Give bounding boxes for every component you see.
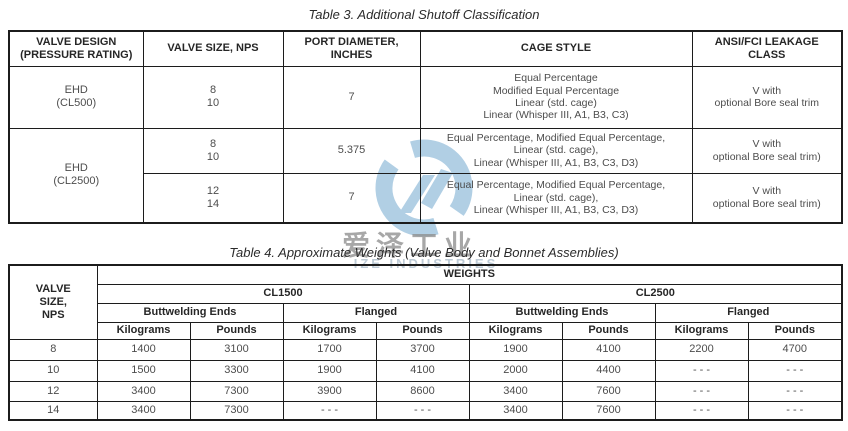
cell-weight: - - -: [375, 400, 470, 421]
cell-valve-design: EHD (CL2500): [8, 127, 144, 224]
cell-size: 10: [8, 359, 98, 382]
cell-weight: 4400: [561, 359, 656, 382]
table-row: 10 1500 3300 1900 4100 2000 4400 - - - -…: [8, 359, 843, 382]
cell-weight: 3900: [282, 380, 377, 402]
cell-leakage-class: V with optional Bore seal trim): [691, 127, 843, 174]
column-header-pounds: Pounds: [561, 321, 656, 340]
cell-weight: - - -: [747, 359, 843, 382]
table3-title: Table 3. Additional Shutoff Classificati…: [308, 7, 540, 22]
cell-weight: - - -: [654, 400, 749, 421]
cell-weight: 8600: [375, 380, 470, 402]
cell-weight: 3100: [189, 338, 284, 361]
cell-cage-style: Equal Percentage, Modified Equal Percent…: [419, 127, 693, 174]
cell-leakage-class: V with optional Bore seal trim): [691, 172, 843, 224]
column-header-kilograms: Kilograms: [96, 321, 191, 340]
cell-size: 12: [8, 380, 98, 402]
cell-port-diameter: 7: [282, 172, 421, 224]
cell-weight: 7300: [189, 380, 284, 402]
cell-weight: 1500: [96, 359, 191, 382]
column-header-pounds: Pounds: [375, 321, 470, 340]
cell-weight: 3300: [189, 359, 284, 382]
cell-weight: 7300: [189, 400, 284, 421]
cell-weight: - - -: [654, 359, 749, 382]
column-header-weights: WEIGHTS: [96, 264, 843, 285]
table3-shutoff-classification: VALVE DESIGN (PRESSURE RATING) VALVE SIZ…: [8, 30, 843, 224]
column-header-pounds: Pounds: [189, 321, 284, 340]
column-header-cl2500: CL2500: [468, 283, 843, 304]
cell-weight: 4700: [747, 338, 843, 361]
cell-weight: 1400: [96, 338, 191, 361]
cell-leakage-class: V with optional Bore seal trim: [691, 65, 843, 129]
cell-weight: - - -: [747, 400, 843, 421]
cell-size: 14: [8, 400, 98, 421]
column-header-buttwelding: Buttwelding Ends: [468, 302, 656, 323]
cell-weight: 3400: [96, 400, 191, 421]
table-row: 12 3400 7300 3900 8600 3400 7600 - - - -…: [8, 380, 843, 402]
cell-weight: 1700: [282, 338, 377, 361]
column-header-cage-style: CAGE STYLE: [419, 30, 693, 67]
column-header-flanged: Flanged: [654, 302, 843, 323]
table4-approximate-weights: VALVE SIZE, NPS WEIGHTS CL1500 CL2500 Bu…: [8, 264, 844, 421]
column-header-kilograms: Kilograms: [282, 321, 377, 340]
column-header-leakage-class: ANSI/FCI LEAKAGE CLASS: [691, 30, 843, 67]
cell-size: 8: [8, 338, 98, 361]
cell-valve-size: 12 14: [142, 172, 284, 224]
column-header-flanged: Flanged: [282, 302, 470, 323]
column-header-kilograms: Kilograms: [468, 321, 563, 340]
cell-weight: 7600: [561, 400, 656, 421]
cell-valve-size: 8 10: [142, 127, 284, 174]
cell-weight: 4100: [561, 338, 656, 361]
cell-weight: 3400: [468, 380, 563, 402]
cell-cage-style: Equal Percentage Modified Equal Percenta…: [419, 65, 693, 129]
table-row: EHD (CL2500) 8 10 5.375 Equal Percentage…: [8, 127, 843, 224]
cell-weight: 3400: [468, 400, 563, 421]
cell-weight: 3700: [375, 338, 470, 361]
column-header-kilograms: Kilograms: [654, 321, 749, 340]
cell-valve-size: 8 10: [142, 65, 284, 129]
cell-weight: 1900: [282, 359, 377, 382]
column-header-valve-design: VALVE DESIGN (PRESSURE RATING): [8, 30, 144, 67]
column-header-valve-size: VALVE SIZE, NPS: [142, 30, 284, 67]
cell-weight: 3400: [96, 380, 191, 402]
cell-weight: 4100: [375, 359, 470, 382]
cell-weight: 2200: [654, 338, 749, 361]
column-header-port-diameter: PORT DIAMETER, INCHES: [282, 30, 421, 67]
column-header-valve-size: VALVE SIZE, NPS: [8, 264, 98, 340]
table4-title: Table 4. Approximate Weights (Valve Body…: [229, 245, 619, 260]
column-header-pounds: Pounds: [747, 321, 843, 340]
cell-port-diameter: 5.375: [282, 127, 421, 174]
column-header-cl1500: CL1500: [96, 283, 470, 304]
cell-weight: 1900: [468, 338, 563, 361]
table-row: EHD (CL500) 8 10 7 Equal Percentage Modi…: [8, 65, 843, 129]
cell-valve-design: EHD (CL500): [8, 65, 144, 129]
column-header-buttwelding: Buttwelding Ends: [96, 302, 284, 323]
table-row: 8 1400 3100 1700 3700 1900 4100 2200 470…: [8, 338, 843, 361]
watermark-chinese-text: 爱泽工业: [341, 229, 478, 262]
cell-cage-style: Equal Percentage, Modified Equal Percent…: [419, 172, 693, 224]
cell-weight: 2000: [468, 359, 563, 382]
cell-weight: 7600: [561, 380, 656, 402]
table-row: 14 3400 7300 - - - - - - 3400 7600 - - -…: [8, 400, 843, 421]
cell-port-diameter: 7: [282, 65, 421, 129]
cell-weight: - - -: [282, 400, 377, 421]
cell-weight: - - -: [654, 380, 749, 402]
table-row: 12 14 7 Equal Percentage, Modified Equal…: [9, 172, 843, 224]
cell-weight: - - -: [747, 380, 843, 402]
